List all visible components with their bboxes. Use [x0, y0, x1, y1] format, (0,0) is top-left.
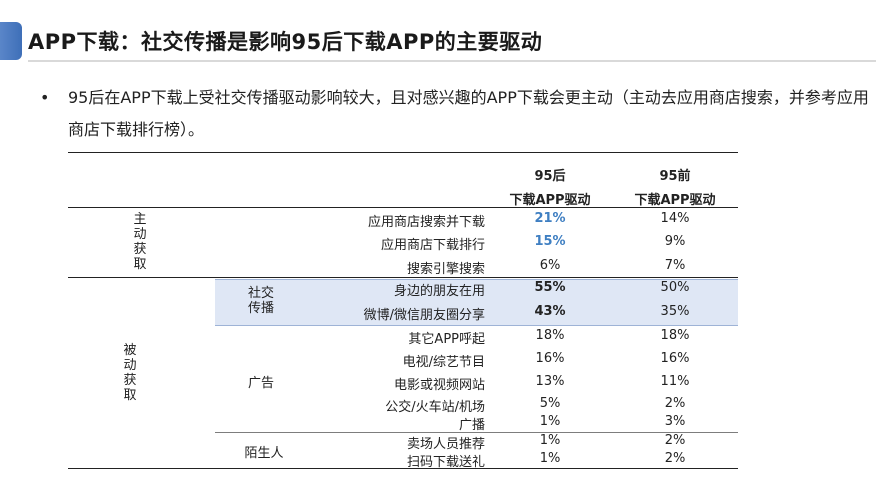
row-value-95h: 16% — [535, 351, 565, 366]
row-label: 扫码下载送礼 — [406, 455, 485, 470]
subgroup-label-ads: 广告 — [247, 376, 274, 391]
row-value-95h: 18% — [535, 328, 565, 343]
row-value-95q: 2% — [664, 433, 686, 448]
row-label: 身边的朋友在用 — [393, 284, 485, 299]
row-label: 应用商店搜索并下载 — [367, 215, 485, 230]
page-title: APP下载：社交传播是影响95后下载APP的主要驱动 — [28, 30, 543, 54]
bullet-point: • 95后在APP下载上受社交传播驱动影响较大，且对感兴趣的APP下载会更主动（… — [40, 82, 870, 146]
row-value-95h: 1% — [539, 433, 561, 448]
row-value-95h: 15% — [534, 234, 566, 249]
row-value-95q: 35% — [660, 304, 690, 319]
row-label: 微博/微信朋友圈分享 — [363, 308, 485, 323]
row-label: 应用商店下载排行 — [380, 238, 485, 253]
table-bottom-rule — [68, 468, 738, 469]
subgroup-label-stranger: 陌生人 — [244, 446, 284, 461]
group-label-passive: 被动获取 — [123, 343, 137, 403]
ads-group-rule — [215, 432, 738, 433]
bullet-text: 95后在APP下载上受社交传播驱动影响较大，且对感兴趣的APP下载会更主动（主动… — [68, 88, 869, 139]
col-header-95h-line2: 下载APP驱动 — [509, 193, 591, 208]
header-bottom-rule — [68, 207, 738, 208]
subgroup-label-social: 社交传播 — [247, 286, 274, 316]
row-value-95h: 1% — [539, 414, 561, 429]
row-value-95q: 11% — [660, 374, 690, 389]
row-value-95q: 16% — [660, 351, 690, 366]
row-label: 电视/综艺节目 — [402, 355, 485, 370]
title-divider — [28, 60, 876, 62]
row-value-95h: 6% — [539, 258, 561, 273]
bullet-marker: • — [40, 88, 50, 107]
group-label-active: 主动获取 — [133, 212, 147, 272]
row-value-95q: 3% — [664, 414, 686, 429]
social-highlight-band — [215, 279, 738, 326]
row-label: 公交/火车站/机场 — [385, 400, 485, 415]
row-value-95q: 2% — [664, 451, 686, 466]
row-value-95q: 9% — [664, 234, 686, 249]
col-header-95q-line2: 下载APP驱动 — [634, 193, 716, 208]
row-label: 其它APP呼起 — [408, 332, 485, 347]
title-accent-bar — [0, 22, 22, 60]
row-value-95h: 13% — [535, 374, 565, 389]
row-value-95q: 14% — [660, 211, 690, 226]
row-value-95q: 50% — [660, 280, 690, 295]
row-label: 搜索引擎搜索 — [406, 262, 485, 277]
col-header-95q-line1: 95前 — [659, 169, 691, 184]
active-group-rule — [68, 277, 738, 278]
row-value-95q: 7% — [664, 258, 686, 273]
row-label: 电影或视频网站 — [393, 378, 485, 393]
row-value-95h: 43% — [534, 304, 566, 319]
row-value-95q: 18% — [660, 328, 690, 343]
row-value-95q: 2% — [664, 396, 686, 411]
col-header-95h-line1: 95后 — [534, 169, 566, 184]
row-value-95h: 55% — [534, 280, 566, 295]
row-value-95h: 21% — [534, 211, 566, 226]
table-top-rule — [68, 152, 738, 153]
row-label: 广播 — [458, 418, 485, 433]
row-label: 卖场人员推荐 — [406, 437, 485, 452]
row-value-95h: 1% — [539, 451, 561, 466]
title-bar: APP下载：社交传播是影响95后下载APP的主要驱动 — [0, 22, 888, 62]
row-value-95h: 5% — [539, 396, 561, 411]
